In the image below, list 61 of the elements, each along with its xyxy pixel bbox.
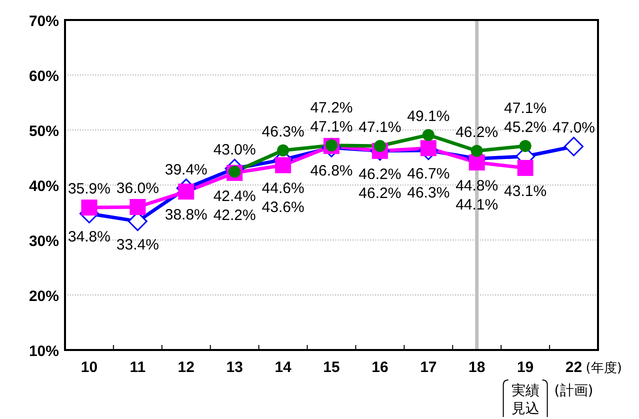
- data-label: 33.4%: [116, 236, 159, 254]
- point: [517, 160, 534, 176]
- data-label: 46.7%: [407, 165, 450, 182]
- x-tick-label: 10: [80, 359, 98, 376]
- point: [470, 144, 483, 157]
- point: [519, 140, 532, 152]
- x-tick-label: 18: [468, 359, 486, 376]
- x-tick-label: 15: [323, 359, 340, 376]
- data-label: 43.6%: [262, 199, 304, 216]
- y-tick-label: 20%: [28, 288, 59, 305]
- y-tick-label: 70%: [28, 13, 59, 30]
- data-label: 49.1%: [407, 108, 450, 125]
- x-tick-label: 14: [274, 359, 292, 376]
- data-label: 39.4%: [164, 161, 208, 178]
- x-tick-label: 22: [565, 359, 582, 376]
- y-tick-label: 60%: [28, 68, 59, 85]
- data-label: 44.6%: [262, 180, 304, 198]
- data-label: 42.4%: [213, 188, 256, 205]
- y-tick-label: 10%: [28, 343, 59, 360]
- data-label: 35.9%: [68, 180, 110, 198]
- point: [130, 199, 146, 215]
- data-label: 46.2%: [358, 166, 402, 183]
- point: [564, 136, 584, 156]
- y-tick-label: 30%: [28, 233, 59, 250]
- data-label: 47.2%: [310, 99, 353, 116]
- data-label: 38.8%: [164, 206, 208, 224]
- x-tick-label: 19: [516, 359, 534, 376]
- x-tick-label: 11: [130, 359, 146, 376]
- x-tick-label: 17: [420, 359, 437, 376]
- data-label: 47.0%: [552, 120, 596, 136]
- data-label: 43.1%: [504, 182, 547, 200]
- y-tick-label: 40%: [28, 178, 59, 195]
- data-label: 44.8%: [456, 177, 498, 194]
- data-label: 34.8%: [68, 228, 110, 246]
- data-label: 46.2%: [358, 184, 402, 202]
- x-tick-label: 13: [226, 359, 243, 376]
- x-tick-label: 16: [372, 359, 388, 376]
- text: (計画): [554, 383, 594, 399]
- data-label: 43.0%: [213, 142, 256, 158]
- point: [277, 144, 290, 156]
- point: [81, 200, 98, 216]
- data-label: 44.1%: [456, 196, 498, 214]
- data-label: 46.3%: [262, 123, 304, 140]
- data-label: 47.1%: [504, 100, 547, 117]
- data-label: 36.0%: [116, 180, 159, 197]
- text: 実績見込: [511, 383, 540, 417]
- data-label: 47.1%: [310, 118, 353, 136]
- point: [422, 128, 434, 141]
- point: [468, 154, 485, 170]
- data-label: 42.2%: [213, 206, 256, 224]
- point: [178, 184, 194, 200]
- data-label: 47.1%: [358, 118, 402, 136]
- data-label: 46.8%: [310, 162, 353, 180]
- text: (年度): [586, 360, 622, 376]
- point: [420, 140, 436, 156]
- data-label: 45.2%: [504, 118, 547, 136]
- y-tick-label: 50%: [28, 123, 59, 140]
- x-tick-label: 12: [178, 359, 194, 376]
- data-label: 46.2%: [456, 124, 498, 141]
- point: [275, 157, 292, 174]
- data-label: 46.3%: [407, 184, 450, 202]
